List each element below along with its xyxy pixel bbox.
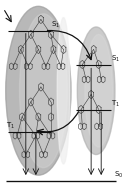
Ellipse shape [6,6,71,175]
Ellipse shape [57,18,70,164]
Text: S$_0$: S$_0$ [114,170,123,180]
Ellipse shape [85,34,113,147]
Text: T$_1$: T$_1$ [111,98,120,108]
Text: S$_1$: S$_1$ [111,54,120,64]
Ellipse shape [20,14,67,168]
Text: T$_1$: T$_1$ [6,121,15,131]
Text: S$_1$: S$_1$ [51,20,60,30]
Ellipse shape [77,27,115,155]
